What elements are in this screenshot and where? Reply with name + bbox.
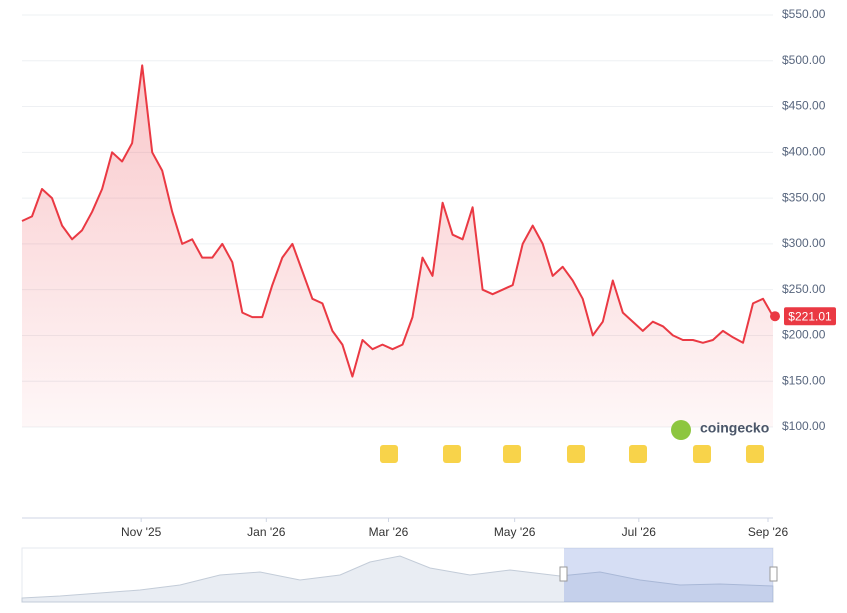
y-tick-label: $150.00 <box>782 373 826 387</box>
area <box>22 65 773 428</box>
x-tick-label: May '26 <box>494 525 536 539</box>
y-tick-label: $350.00 <box>782 190 826 204</box>
watermark: coingecko <box>700 420 769 436</box>
y-tick-label: $100.00 <box>782 419 826 433</box>
y-tick-label: $300.00 <box>782 236 826 250</box>
x-tick-label: Jul '26 <box>622 525 657 539</box>
plot: $100.00 $150.00 $200.00 $250.00 $300.00 $350.… <box>21 7 836 599</box>
x-tick-label: Nov '25 <box>121 525 162 539</box>
price-badge <box>784 307 836 326</box>
watermark-logo <box>671 420 691 440</box>
event-icons <box>380 445 764 463</box>
last-point <box>770 311 780 322</box>
y-tick-label: $400.00 <box>782 145 826 159</box>
price-label: $221.01 <box>788 309 832 323</box>
y-tick-label: $500.00 <box>782 53 826 67</box>
x-tick-label: Mar '26 <box>369 525 409 539</box>
y-tick-label: $550.00 <box>782 7 826 21</box>
x-tick-label: Jan '26 <box>247 525 286 539</box>
y-tick-label: $250.00 <box>782 282 826 296</box>
price-line <box>21 64 774 378</box>
y-tick-label: $450.00 <box>782 99 826 113</box>
x-tick-label: Sep '26 <box>748 525 789 539</box>
y-tick-label: $200.00 <box>782 328 826 342</box>
navigator <box>21 547 778 603</box>
